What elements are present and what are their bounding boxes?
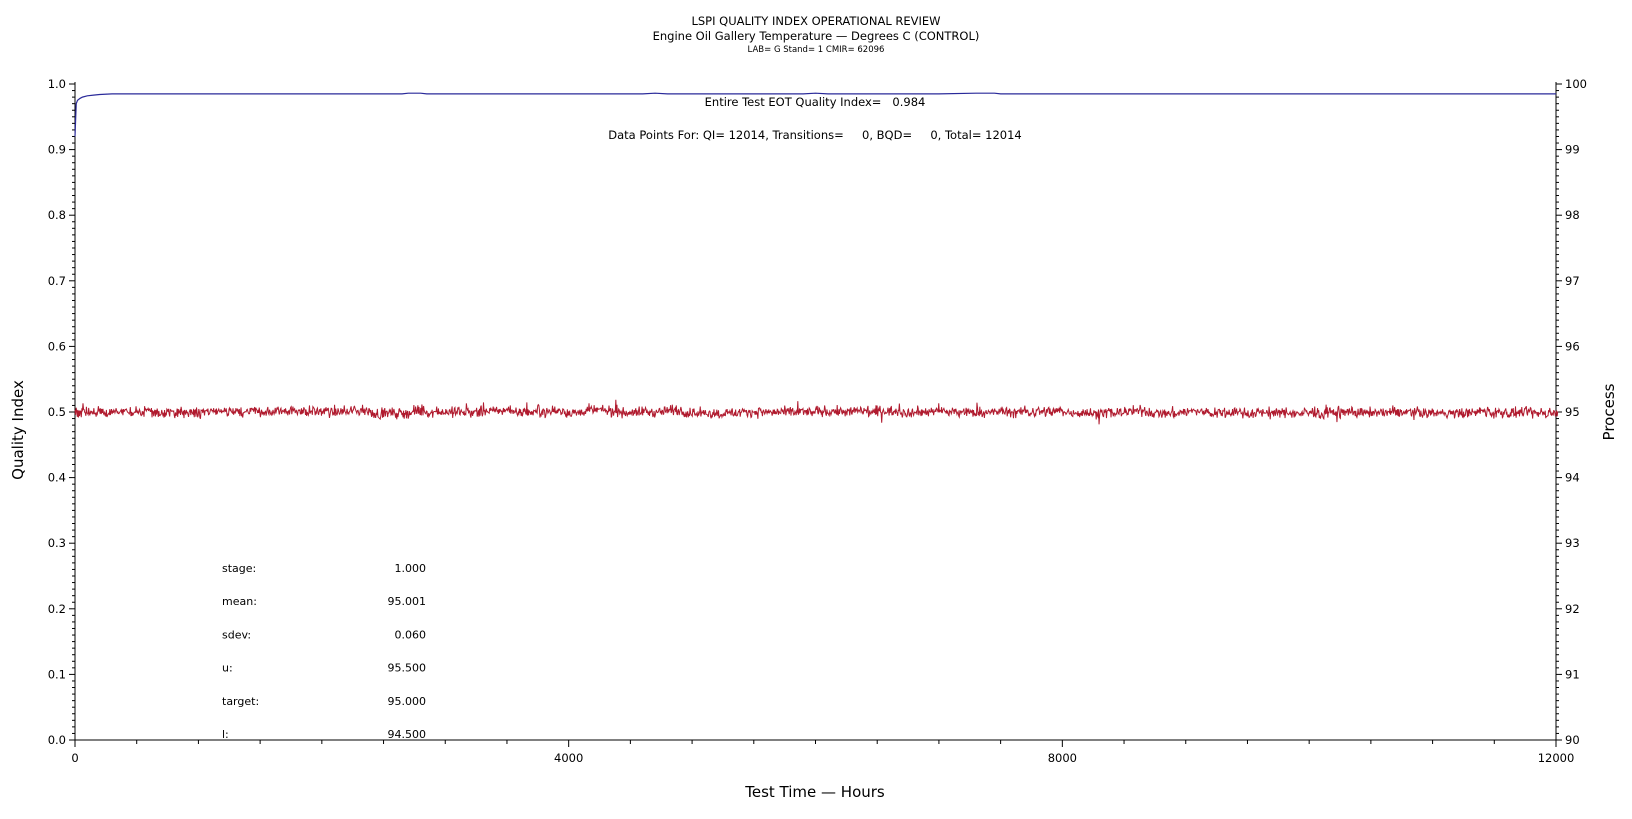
y-tick-label: 1.0 [48,77,66,91]
y-axis-label: Quality Index [9,380,27,480]
y2-tick-label: 93 [1565,536,1580,550]
stat-label: target: [222,695,259,708]
y-tick-label: 0.0 [48,733,66,747]
quality-index-series [74,92,1556,137]
process-line [74,399,1559,425]
y-tick-label: 0.3 [48,536,66,550]
stat-value: 94.500 [388,728,427,741]
x-tick-label: 8000 [1048,751,1077,765]
stat-value: 95.500 [388,662,427,675]
x-tick-label: 12000 [1538,751,1575,765]
y2-tick-label: 94 [1565,471,1580,485]
y2-tick-label: 91 [1565,667,1580,681]
y2-tick-label: 97 [1565,274,1580,288]
stat-label: sdev: [222,628,251,641]
y2-tick-label: 92 [1565,602,1580,616]
y2-axis-label: Process [1600,383,1618,440]
y-tick-label: 0.5 [48,405,66,419]
data-points-annotation: Data Points For: QI= 12014, Transitions=… [608,128,1021,142]
x-axis-label: Test Time — Hours [744,783,885,801]
y-tick-label: 0.2 [48,602,66,616]
stats-table: stage: 1.000 mean: 95.001 sdev: 0.060 u: 95.500… [222,562,426,741]
qi-annotation: Entire Test EOT Quality Index= 0.984 [705,95,926,109]
x-tick-label: 0 [71,751,78,765]
plot-axes: 0.0 0.1 0.2 0.3 0.4 0.5 0.6 0.7 0.8 0.9 1.0 90 91 92 9… [48,77,1587,765]
stat-label: l: [222,728,229,741]
stat-value: 95.001 [388,595,427,608]
y2-tick-label: 95 [1565,405,1580,419]
chart-subtitle-lab: LAB= G Stand= 1 CMIR= 62096 [748,45,885,55]
process-series [74,399,1559,425]
stat-value: 95.000 [388,695,427,708]
stat-value: 1.000 [395,562,427,575]
stat-label: u: [222,662,233,675]
stat-value: 0.060 [395,628,427,641]
y2-tick-label: 90 [1565,733,1580,747]
quality-index-line [74,92,1556,137]
y-tick-label: 0.1 [48,667,66,681]
y-tick-label: 0.8 [48,208,66,222]
stat-label: stage: [222,562,256,575]
y-tick-label: 0.7 [48,274,66,288]
chart-title: LSPI QUALITY INDEX OPERATIONAL REVIEW [691,14,940,28]
x-tick-label: 4000 [554,751,583,765]
y-tick-label: 0.4 [48,471,66,485]
chart-subtitle: Engine Oil Gallery Temperature — Degrees… [653,29,980,43]
stat-label: mean: [222,595,257,608]
y2-tick-label: 100 [1565,77,1587,91]
y2-tick-label: 98 [1565,208,1580,222]
y2-tick-label: 99 [1565,143,1580,157]
y-tick-label: 0.6 [48,339,66,353]
y-tick-label: 0.9 [48,143,66,157]
y2-tick-label: 96 [1565,339,1580,353]
